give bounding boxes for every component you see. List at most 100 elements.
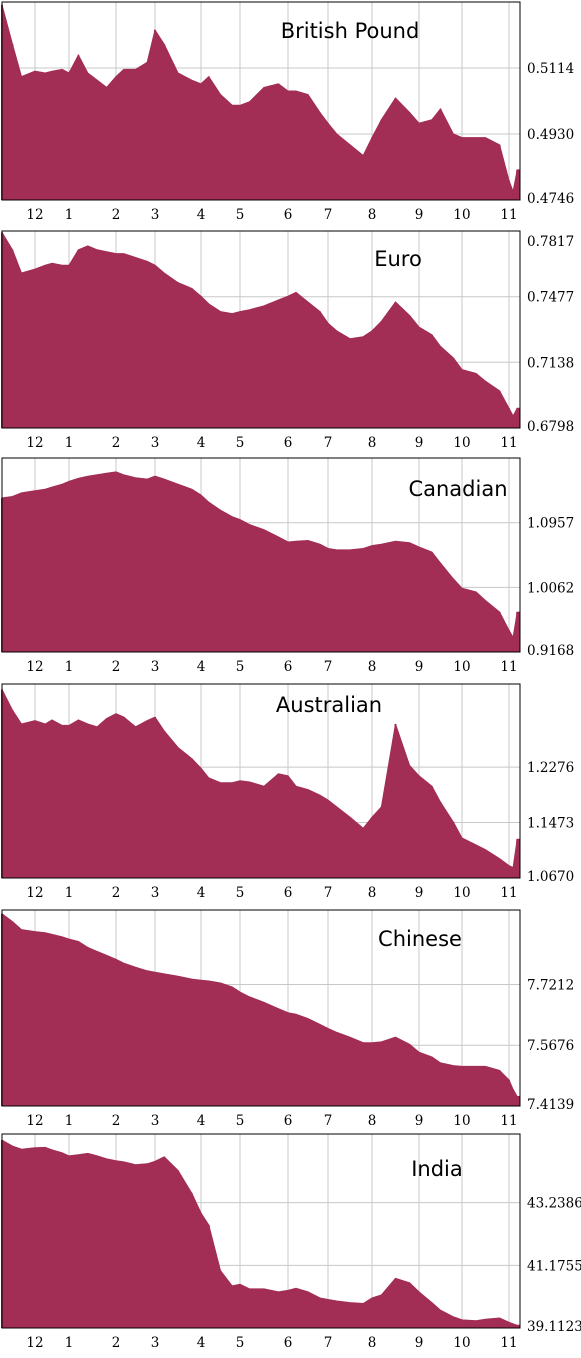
data-point-bar: [362, 1042, 365, 1106]
x-tick-label: 1: [65, 885, 74, 901]
data-point-bar: [263, 305, 265, 428]
data-point-bar: [177, 282, 179, 428]
data-point-bar: [219, 94, 222, 200]
y-tick-label: 0.7138: [527, 355, 574, 371]
x-tick-label: 4: [197, 659, 206, 675]
data-point-bar: [327, 323, 329, 428]
data-point-bar: [418, 123, 420, 200]
data-point-bar: [44, 489, 47, 652]
data-point-bar: [418, 1291, 420, 1328]
data-point-bar: [319, 1024, 321, 1106]
x-tick-label: 7: [324, 1335, 333, 1351]
data-point-bar: [177, 73, 179, 200]
data-point-bar: [516, 1325, 519, 1328]
x-tick-label: 8: [368, 435, 377, 451]
data-point-bar: [44, 724, 47, 878]
data-point-bar: [190, 758, 193, 878]
y-tick-label: 0.6798: [527, 419, 574, 435]
data-point-bar: [335, 549, 338, 652]
x-tick-label: 3: [151, 435, 160, 451]
data-point-bar: [380, 806, 383, 878]
x-tick-label: 3: [151, 659, 160, 675]
data-point-bar: [96, 474, 99, 652]
data-point-bar: [475, 844, 478, 878]
data-point-bar: [295, 1288, 297, 1328]
data-point-bar: [362, 336, 365, 428]
y-tick-label: 41.1755: [527, 1258, 581, 1274]
data-point-bar: [146, 1163, 149, 1328]
data-point-bar: [248, 101, 251, 200]
x-tick-label: 6: [284, 435, 293, 451]
data-point-bar: [207, 502, 210, 652]
data-point-bar: [115, 253, 117, 428]
data-point-bar: [307, 789, 309, 878]
data-point-bar: [122, 253, 125, 428]
data-point-bar: [20, 76, 23, 200]
data-point-bar: [105, 1158, 108, 1328]
chart-title: Canadian: [408, 477, 507, 501]
data-point-bar: [277, 536, 280, 652]
data-point-bar: [68, 73, 70, 200]
x-tick-label: 1: [65, 659, 74, 675]
data-point-bar: [61, 936, 64, 1106]
data-point-bar: [239, 311, 241, 428]
data-point-bar: [498, 858, 501, 878]
data-point-bar: [134, 477, 137, 652]
data-point-bar: [200, 768, 202, 878]
data-point-bar: [319, 795, 321, 878]
data-point-bar: [34, 931, 36, 1106]
data-point-bar: [11, 710, 14, 878]
data-point-bar: [105, 251, 108, 428]
data-point-bar: [498, 1070, 501, 1106]
data-point-bar: [177, 484, 179, 652]
data-point-bar: [452, 1316, 455, 1328]
data-point-bar: [68, 939, 70, 1106]
data-point-bar: [371, 1298, 373, 1328]
data-point-bar: [146, 720, 149, 878]
data-point-bar: [190, 1193, 193, 1328]
data-point-bar: [61, 69, 64, 201]
data-point-bar: [408, 1282, 411, 1328]
data-point-bar: [335, 1032, 338, 1106]
data-point-bar: [394, 302, 397, 428]
canadian-chart: 12 1 2 3 4 5 6 7 8 9 10 11 0.9168 1.0062 1.0957 Canadia…: [0, 456, 581, 682]
data-point-bar: [516, 612, 519, 652]
data-point-bar: [154, 717, 156, 878]
data-point-bar: [439, 108, 442, 200]
data-point-bar: [34, 490, 36, 652]
x-tick-label: 3: [151, 885, 160, 901]
y-tick-label: 1.2276: [527, 760, 574, 776]
data-point-bar: [277, 1291, 280, 1328]
data-point-bar: [508, 1322, 510, 1328]
chinese-chart: 12 1 2 3 4 5 6 7 8 9 10 11 7.4139 7.5676 7.7212 Chinese: [0, 908, 581, 1132]
x-tick-label: 8: [368, 1335, 377, 1351]
data-point-bar: [461, 588, 463, 652]
data-point-bar: [475, 1066, 478, 1106]
data-point-bar: [122, 474, 125, 652]
y-tick-label: 0.4930: [527, 127, 574, 143]
data-point-bar: [11, 496, 14, 652]
australian-chart-svg: 12 1 2 3 4 5 6 7 8 9 10 111.06701.14731.2276Austral…: [1, 683, 574, 901]
x-tick-label: 11: [500, 435, 517, 451]
data-point-bar: [287, 542, 289, 652]
data-point-bar: [508, 865, 510, 878]
data-point-bar: [418, 327, 420, 428]
data-point-bar: [430, 786, 433, 878]
data-point-bar: [207, 76, 210, 200]
data-point-bar: [380, 1295, 383, 1328]
y-tick-label: 0.4746: [527, 191, 574, 207]
data-point-bar: [484, 381, 487, 428]
data-point-bar: [349, 817, 351, 878]
data-point-bar: [77, 941, 80, 1106]
data-point-bar: [20, 929, 23, 1106]
data-point-bar: [335, 806, 338, 878]
x-tick-label: 9: [415, 659, 424, 675]
india-chart-svg: 12 1 2 3 4 5 6 7 8 9 10 1139.112341.175543.2386Indi…: [1, 1133, 581, 1351]
data-point-bar: [239, 105, 241, 200]
data-point-bar: [295, 91, 297, 200]
data-point-bar: [77, 719, 80, 878]
x-tick-label: 3: [151, 1113, 160, 1129]
data-point-bar: [134, 726, 137, 878]
data-point-bar: [200, 296, 202, 428]
x-tick-label: 12: [26, 659, 43, 675]
